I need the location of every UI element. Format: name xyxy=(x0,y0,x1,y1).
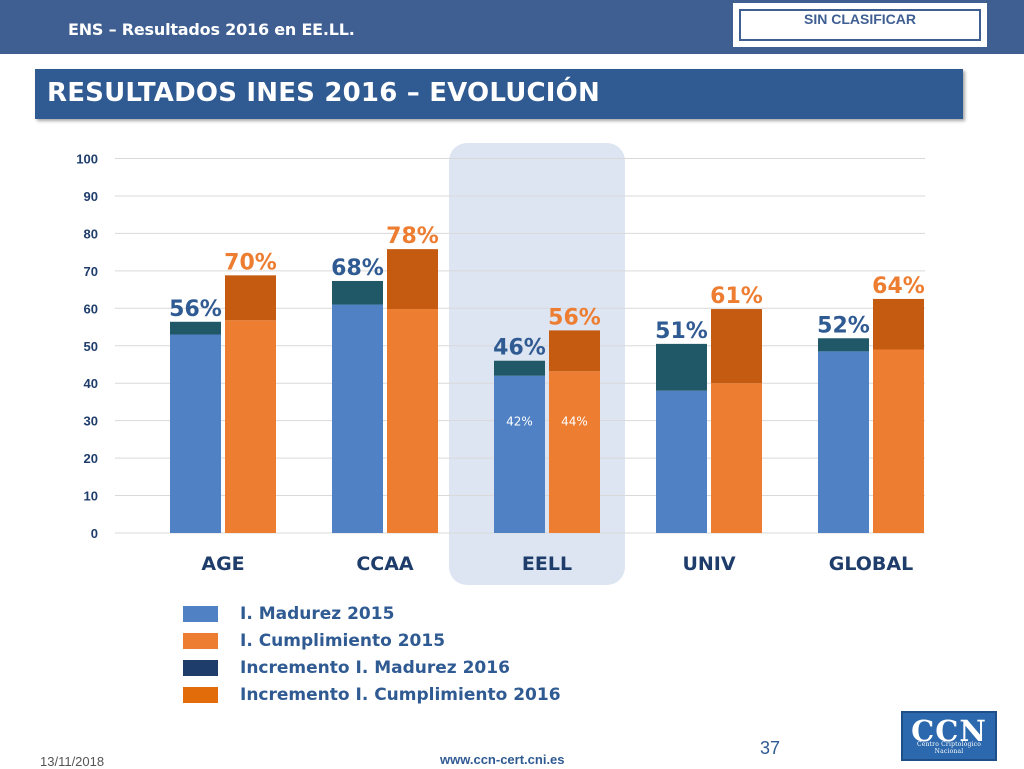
legend-swatch-incremento-cumplimiento-2016 xyxy=(183,686,218,703)
bar-incremento-madurez-2016 xyxy=(332,280,383,305)
legend-swatch-incremento-madurez-2016 xyxy=(183,659,218,676)
total-label-madurez: 56% xyxy=(169,297,222,322)
bar-cumplimiento-2015 xyxy=(549,371,600,533)
section-title: RESULTADOS INES 2016 – EVOLUCIÓN xyxy=(47,78,600,108)
legend-label: Incremento I. Madurez 2016 xyxy=(240,657,510,678)
page-number: 37 xyxy=(760,738,781,758)
stacked-bar-chart: 010203040506070809010056%70%AGE68%78%CCA… xyxy=(76,143,925,585)
total-label-cumplimiento: 64% xyxy=(872,274,925,299)
bar-cumplimiento-2015 xyxy=(387,309,438,533)
category-label-global: GLOBAL xyxy=(829,553,913,575)
bar-madurez-2015 xyxy=(332,304,383,533)
top-bar: ENS – Resultados 2016 en EE.LL. SIN CLAS… xyxy=(0,0,1024,54)
total-label-madurez: 51% xyxy=(655,319,708,344)
y-tick-label: 30 xyxy=(84,414,98,429)
y-tick-label: 20 xyxy=(84,451,98,466)
bar-madurez-2015 xyxy=(656,390,707,533)
legend-item-incremento-madurez-2016: Incremento I. Madurez 2016 xyxy=(183,654,561,681)
y-tick-label: 80 xyxy=(84,226,98,241)
bar-incremento-cumplimiento-2016 xyxy=(711,309,762,384)
category-label-ccaa: CCAA xyxy=(356,553,414,575)
footer-url[interactable]: www.ccn-cert.cni.es xyxy=(440,752,565,767)
inner-label-cumplimiento: 44% xyxy=(561,415,588,429)
total-label-madurez: 52% xyxy=(817,313,870,338)
logo-subtext: Centro Criptológico Nacional xyxy=(916,741,982,755)
bar-cumplimiento-2015 xyxy=(873,349,924,533)
section-header: RESULTADOS INES 2016 – EVOLUCIÓN xyxy=(35,69,963,119)
legend-item-madurez-2015: I. Madurez 2015 xyxy=(183,600,561,627)
bar-cumplimiento-2015 xyxy=(225,320,276,533)
legend-swatch-cumplimiento-2015 xyxy=(183,632,218,649)
total-label-cumplimiento: 78% xyxy=(386,224,439,249)
bars-layer xyxy=(170,249,924,533)
y-tick-label: 90 xyxy=(84,189,98,204)
bar-incremento-cumplimiento-2016 xyxy=(225,275,276,321)
bar-incremento-madurez-2016 xyxy=(170,321,221,335)
category-label-age: AGE xyxy=(201,553,244,575)
inner-label-madurez: 42% xyxy=(506,415,533,429)
y-tick-label: 50 xyxy=(84,339,98,354)
y-tick-label: 0 xyxy=(91,526,98,541)
bar-madurez-2015 xyxy=(494,375,545,533)
footer-date: 13/11/2018 xyxy=(40,754,105,769)
bar-madurez-2015 xyxy=(170,334,221,533)
classification-box: SIN CLASIFICAR xyxy=(733,3,987,47)
bar-incremento-madurez-2016 xyxy=(494,360,545,376)
category-label-univ: UNIV xyxy=(682,553,735,575)
total-label-cumplimiento: 70% xyxy=(224,250,277,275)
bar-incremento-cumplimiento-2016 xyxy=(873,298,924,350)
y-tick-label: 70 xyxy=(84,264,98,279)
total-label-madurez: 46% xyxy=(493,336,546,361)
legend-label: I. Madurez 2015 xyxy=(240,603,395,624)
bar-incremento-madurez-2016 xyxy=(818,338,869,352)
legend-label: Incremento I. Cumplimiento 2016 xyxy=(240,684,561,705)
y-tick-label: 10 xyxy=(84,489,98,504)
classification-frame: SIN CLASIFICAR xyxy=(739,9,981,41)
bar-incremento-cumplimiento-2016 xyxy=(549,330,600,372)
chart-legend: I. Madurez 2015 I. Cumplimiento 2015 Inc… xyxy=(183,600,561,708)
legend-label: I. Cumplimiento 2015 xyxy=(240,630,446,651)
total-label-madurez: 68% xyxy=(331,256,384,281)
bar-cumplimiento-2015 xyxy=(711,383,762,533)
legend-swatch-madurez-2015 xyxy=(183,605,218,622)
total-label-cumplimiento: 61% xyxy=(710,284,763,309)
y-tick-label: 60 xyxy=(84,301,98,316)
bar-incremento-madurez-2016 xyxy=(656,343,707,391)
logo-letters: CCN xyxy=(911,714,987,748)
legend-item-incremento-cumplimiento-2016: Incremento I. Cumplimiento 2016 xyxy=(183,681,561,708)
y-tick-label: 40 xyxy=(84,376,98,391)
presentation-title: ENS – Resultados 2016 en EE.LL. xyxy=(68,20,355,39)
labels-layer: 010203040506070809010056%70%AGE68%78%CCA… xyxy=(76,152,925,576)
classification-label: SIN CLASIFICAR xyxy=(804,11,916,27)
category-label-eell: EELL xyxy=(522,553,572,575)
total-label-cumplimiento: 56% xyxy=(548,305,601,330)
bar-madurez-2015 xyxy=(818,351,869,533)
bar-incremento-cumplimiento-2016 xyxy=(387,249,438,310)
ccn-logo: CCN Centro Criptológico Nacional xyxy=(901,711,997,761)
y-tick-label: 100 xyxy=(76,152,98,167)
legend-item-cumplimiento-2015: I. Cumplimiento 2015 xyxy=(183,627,561,654)
